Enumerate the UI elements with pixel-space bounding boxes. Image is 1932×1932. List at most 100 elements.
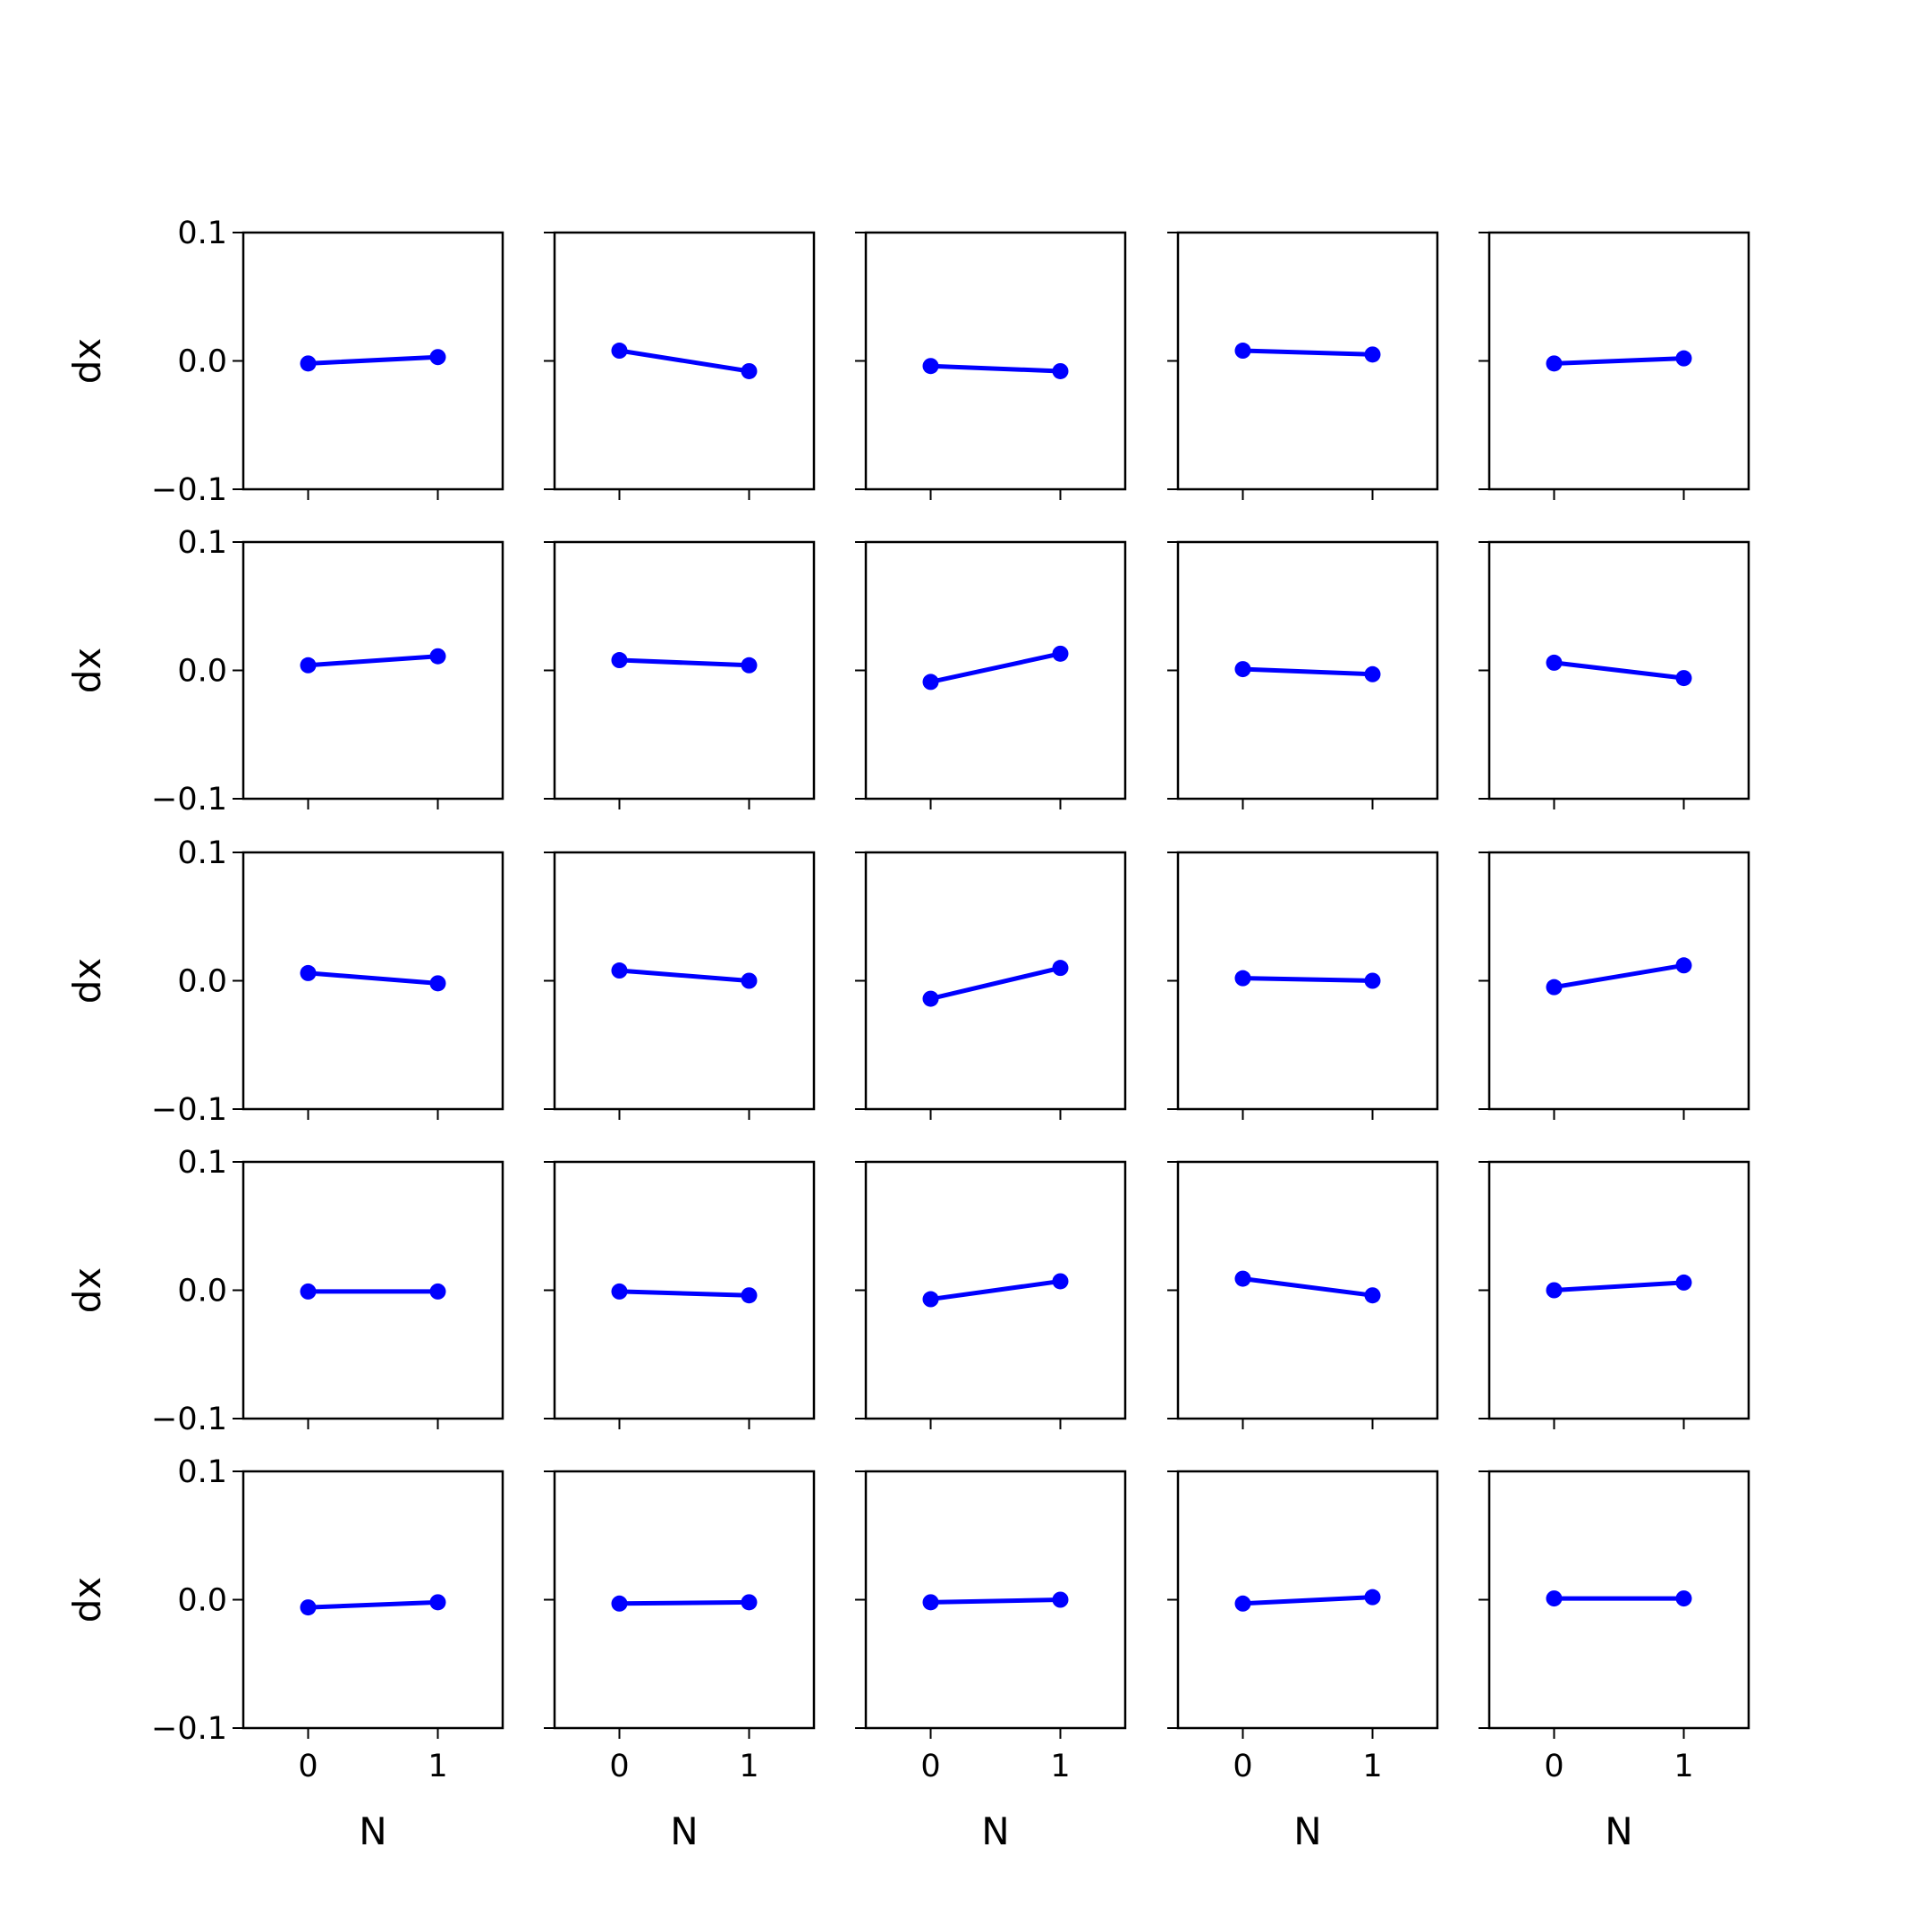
y-tick-label: 0.0: [177, 964, 227, 1000]
data-point: [429, 1283, 446, 1300]
x-axis-label: N: [670, 1809, 698, 1853]
data-point: [1234, 1595, 1251, 1612]
y-axis-label: dx: [65, 338, 109, 385]
panel: [544, 851, 816, 1120]
series-line: [928, 651, 1063, 684]
panel: [1479, 1160, 1750, 1429]
data-point: [300, 355, 317, 372]
series-line: [617, 1599, 751, 1606]
x-tick-label: 0: [920, 1749, 940, 1784]
data-point: [741, 1594, 758, 1611]
y-tick-label: 0.1: [177, 216, 227, 251]
panel: [1479, 540, 1750, 809]
x-axis-label: N: [359, 1809, 386, 1853]
data-point: [741, 657, 758, 674]
panel-frame: [1176, 231, 1439, 491]
series-line: [1241, 1276, 1375, 1298]
data-point: [741, 972, 758, 989]
x-tick-label: 0: [609, 1749, 629, 1784]
series-line: [1552, 356, 1686, 366]
data-point: [922, 358, 939, 375]
data-point: [611, 1595, 628, 1612]
panel-frame: [864, 231, 1127, 491]
x-tick-label: 1: [739, 1749, 758, 1784]
panel: 0.1 0.0 −0.1 dx: [65, 1145, 504, 1437]
panel: 0 1 N: [1167, 1470, 1439, 1853]
panel-frame: [242, 1470, 504, 1730]
series-line: [1241, 666, 1375, 677]
series-line: [617, 1289, 751, 1298]
y-axis-label: dx: [65, 1267, 109, 1314]
panel-frame: [553, 851, 816, 1111]
x-tick-label: 1: [428, 1749, 447, 1784]
x-axis-label: N: [1605, 1809, 1632, 1853]
series-line: [306, 1599, 440, 1610]
panel: 0.1 0.0 −0.1 dx: [65, 216, 504, 508]
series-line: [617, 348, 751, 374]
panel-frame: [864, 540, 1127, 801]
y-tick-label: −0.1: [151, 1092, 227, 1128]
panel-frame: [1487, 851, 1750, 1111]
data-point: [300, 964, 317, 981]
panel-frame: [242, 851, 504, 1111]
data-point: [1234, 1270, 1251, 1287]
x-tick-label: 1: [1050, 1749, 1070, 1784]
y-axis-label: dx: [65, 648, 109, 694]
x-tick-label: 0: [1233, 1749, 1252, 1784]
data-point: [1546, 1590, 1563, 1607]
panel: [855, 1160, 1127, 1429]
data-point: [922, 674, 939, 691]
data-point: [1364, 1589, 1381, 1606]
y-axis-label: dx: [65, 1577, 109, 1623]
y-tick-label: 0.0: [177, 654, 227, 690]
data-point: [922, 1291, 939, 1308]
y-tick-label: −0.1: [151, 1711, 227, 1747]
panel-frame: [553, 1160, 816, 1420]
x-tick-label: 1: [1362, 1749, 1382, 1784]
series-line: [928, 965, 1063, 1002]
y-tick-label: −0.1: [151, 782, 227, 818]
y-tick-label: −0.1: [151, 472, 227, 508]
panel: [1479, 851, 1750, 1120]
series-line: [306, 970, 440, 986]
data-point: [611, 652, 628, 669]
data-point: [1546, 979, 1563, 996]
data-point: [611, 962, 628, 979]
data-point: [1675, 1590, 1692, 1607]
y-tick-label: 0.0: [177, 344, 227, 380]
panel: [855, 851, 1127, 1120]
data-point: [1052, 1591, 1069, 1608]
series-line: [928, 1597, 1063, 1605]
data-point: [1234, 970, 1251, 987]
data-point: [1234, 661, 1251, 678]
data-point: [741, 1287, 758, 1304]
panel: 0.1 0.0 −0.1 dx: [65, 525, 504, 818]
data-point: [300, 657, 317, 674]
data-point: [1052, 1273, 1069, 1290]
y-tick-label: −0.1: [151, 1402, 227, 1437]
panel: [1167, 540, 1439, 809]
panel-frame: [1176, 1160, 1439, 1420]
y-tick-label: 0.0: [177, 1583, 227, 1619]
data-point: [429, 975, 446, 992]
data-point: [429, 349, 446, 366]
data-point: [1234, 343, 1251, 360]
y-axis-label: dx: [65, 958, 109, 1004]
series-line: [617, 968, 751, 983]
panel: [544, 1160, 816, 1429]
data-point: [1675, 957, 1692, 974]
y-tick-label: 0.0: [177, 1274, 227, 1309]
panel: [544, 540, 816, 809]
data-point: [611, 1283, 628, 1300]
panel: [1479, 231, 1750, 500]
panel-frame: [553, 1470, 816, 1730]
data-point: [1364, 1287, 1381, 1304]
x-axis-label: N: [1293, 1809, 1321, 1853]
data-point: [429, 1594, 446, 1611]
data-point: [1364, 665, 1381, 682]
series-line: [928, 1278, 1063, 1302]
series-line: [1552, 1280, 1686, 1292]
y-tick-label: 0.1: [177, 525, 227, 561]
panel: [1167, 231, 1439, 500]
data-point: [1052, 960, 1069, 977]
